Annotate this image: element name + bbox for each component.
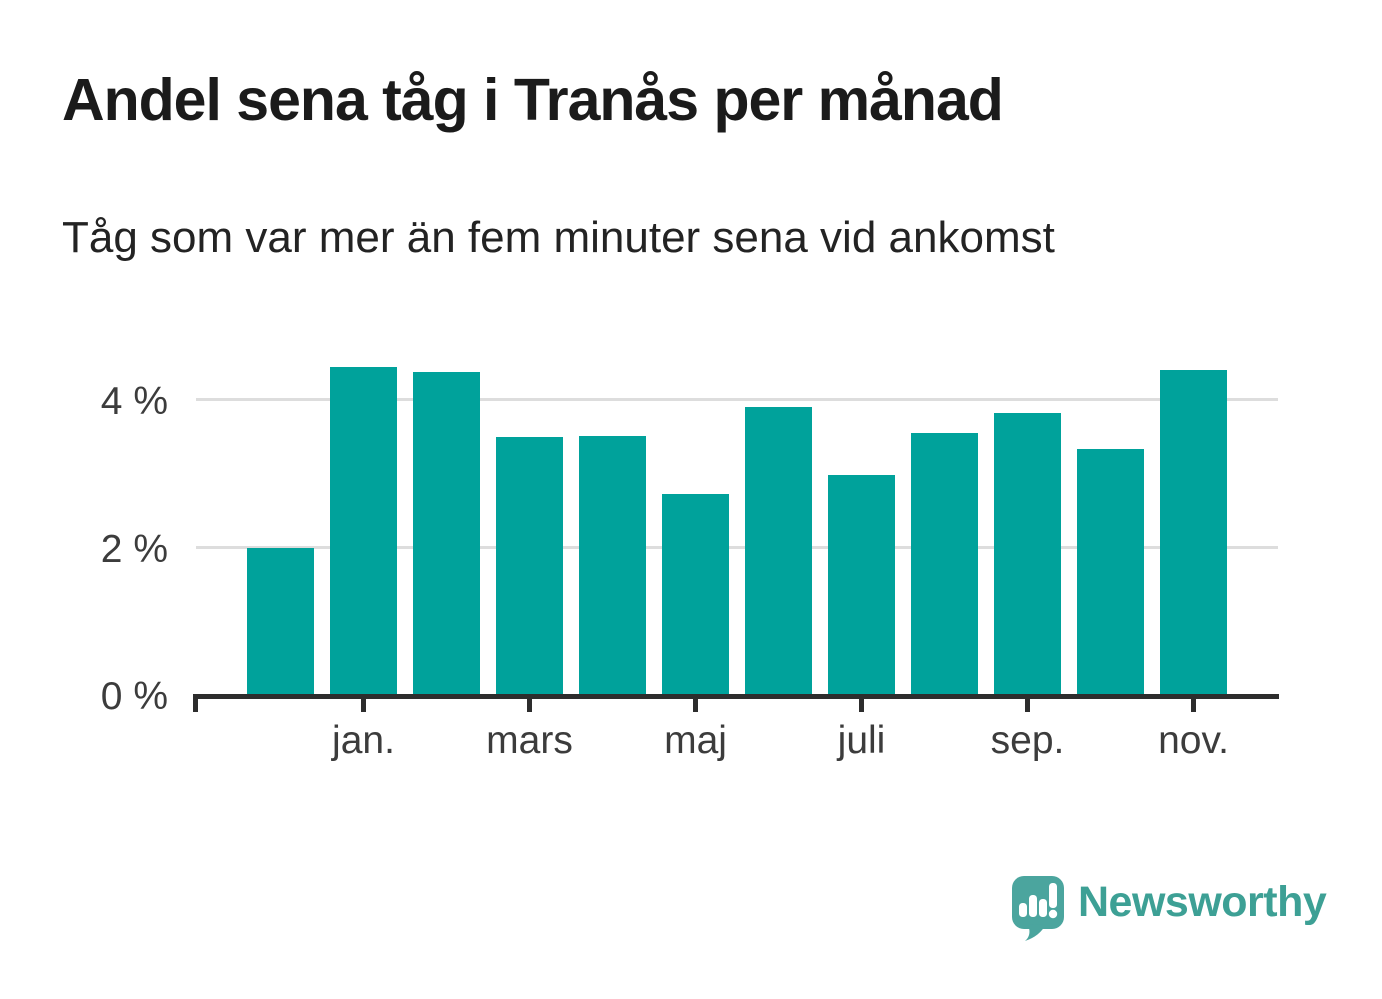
- bar: [745, 407, 812, 694]
- bar: [911, 432, 978, 694]
- newsworthy-logo-icon: [1012, 876, 1064, 941]
- x-axis-tick-label: mars: [486, 719, 573, 762]
- bar: [247, 547, 314, 694]
- x-axis-line: [193, 694, 1279, 699]
- bar: [994, 413, 1061, 694]
- bar: [1160, 370, 1227, 694]
- bar: [662, 494, 729, 694]
- newsworthy-logo: Newsworthy: [1012, 876, 1327, 944]
- bar: [496, 437, 563, 694]
- y-axis-tick-label: 0 %: [100, 675, 168, 718]
- x-axis-tick: [527, 699, 532, 712]
- bar: [828, 474, 895, 694]
- x-axis-tick: [1025, 699, 1030, 712]
- y-gridline: [196, 545, 1278, 549]
- newsworthy-logo-text: Newsworthy: [1078, 878, 1327, 926]
- x-axis-tick: [361, 699, 366, 712]
- y-axis-tick-label: 2 %: [100, 527, 168, 571]
- x-axis-tick-label: jan.: [332, 719, 395, 762]
- chart-subtitle: Tåg som var mer än fem minuter sena vid …: [62, 213, 1055, 262]
- bar: [413, 371, 480, 694]
- x-axis-tick-label: sep.: [990, 719, 1065, 762]
- x-axis-tick-label: maj: [664, 719, 727, 762]
- bar: [579, 435, 646, 694]
- x-axis-tick: [693, 699, 698, 712]
- y-gridline: [196, 398, 1278, 401]
- y-axis-tick-label: 4 %: [100, 380, 168, 423]
- x-axis-tick-label: nov.: [1158, 719, 1229, 762]
- x-axis-tick: [1191, 699, 1196, 712]
- chart-title: Andel sena tåg i Tranås per månad: [62, 67, 1004, 133]
- x-axis-tick: [193, 699, 198, 712]
- x-axis-tick: [859, 699, 864, 712]
- x-axis-tick-label: juli: [837, 719, 886, 762]
- bar: [1077, 449, 1144, 694]
- bar: [330, 366, 397, 694]
